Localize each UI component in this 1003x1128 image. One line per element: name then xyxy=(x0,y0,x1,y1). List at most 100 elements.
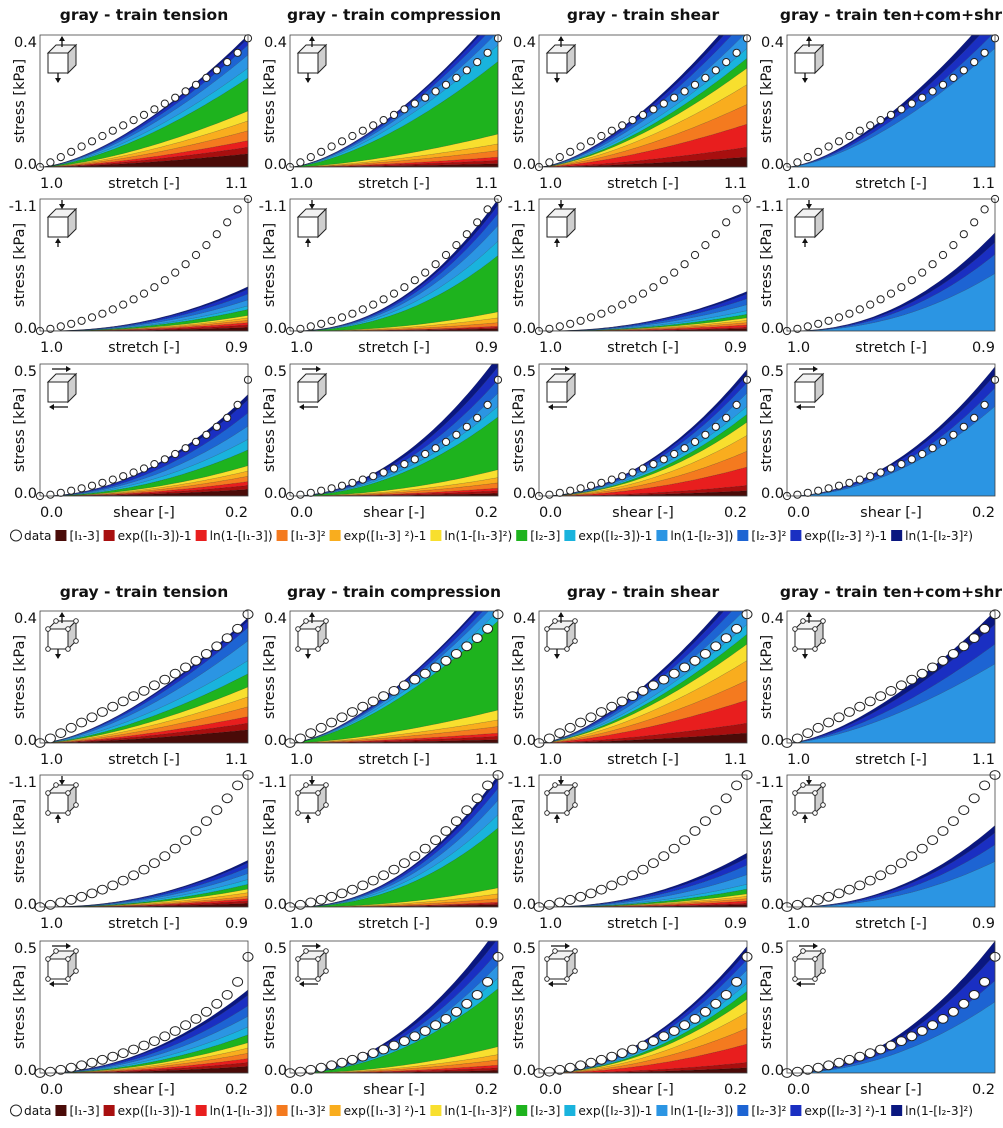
data-point xyxy=(96,1054,108,1065)
area-ln(1-(I2-3)^2) xyxy=(290,199,498,331)
panel-title: gray - train compression xyxy=(287,6,501,24)
data-point xyxy=(450,649,462,659)
x-tick-min: 1.0 xyxy=(290,340,313,356)
data-point xyxy=(947,649,959,659)
legend-label: [I₁-3]² xyxy=(291,529,326,543)
data-point xyxy=(119,300,128,309)
x-tick-max: 0.9 xyxy=(225,916,248,932)
data-point xyxy=(233,48,242,57)
data-point xyxy=(659,276,668,285)
data-point xyxy=(791,1066,803,1077)
data-point xyxy=(731,780,743,791)
data-point xyxy=(637,686,649,696)
area-(I1-3)^2 xyxy=(539,450,747,496)
data-point xyxy=(970,413,979,423)
data-point xyxy=(833,712,845,723)
data-point xyxy=(462,66,471,75)
data-point xyxy=(564,722,576,733)
legend-swatch xyxy=(329,530,341,541)
data-point xyxy=(938,80,948,89)
x-axis-label: stretch [-] xyxy=(855,176,927,192)
data-point xyxy=(958,641,970,652)
x-axis-label: stretch [-] xyxy=(607,340,679,356)
panel-2-tension-tension: 0.4 0.01.0 1.1 stretch [-] stress [kPa] xyxy=(12,609,254,768)
area-I2-3 xyxy=(290,255,498,331)
y-tick-max: -1.1 xyxy=(259,775,287,791)
data-point xyxy=(668,1026,680,1036)
y-tick-min: 0.0 xyxy=(264,321,287,337)
data-point xyxy=(711,230,720,239)
y-tick-max: 0.5 xyxy=(761,941,784,957)
data-point xyxy=(421,268,430,277)
data-point xyxy=(947,1006,959,1017)
data-point xyxy=(586,137,596,146)
data-point xyxy=(834,313,844,322)
x-tick-max: 0.2 xyxy=(724,505,747,521)
data-point xyxy=(555,322,564,331)
data-point xyxy=(680,260,689,269)
area-I1-3 xyxy=(290,739,498,743)
data-point xyxy=(647,858,659,869)
data-point xyxy=(627,691,639,701)
data-point xyxy=(180,662,192,673)
specimen-cube-icon xyxy=(792,612,826,659)
data-point xyxy=(221,793,233,804)
data-point xyxy=(107,1051,119,1062)
data-point xyxy=(65,1062,77,1073)
panel-1-ten+com+shr-shear: 0.5 0.00.0 0.2 shear [-] stress [kPa] xyxy=(759,363,1000,521)
data-point xyxy=(65,722,77,733)
panel-title: gray - train ten+com+shr xyxy=(780,6,1002,24)
panel-1-tension-compression: -1.1 0.01.0 0.9 stretch [-] stress [kPa] xyxy=(9,194,253,356)
y-tick-min: 0.0 xyxy=(264,486,287,502)
area-(I2-3)^2 xyxy=(787,387,995,496)
y-tick-min: 0.0 xyxy=(14,733,37,749)
x-axis-label: stretch [-] xyxy=(358,340,430,356)
x-axis-label: stretch [-] xyxy=(358,916,430,932)
data-point xyxy=(927,835,939,846)
area-ln(1-(I1-3)^2) xyxy=(290,709,498,743)
legend: data [I₁-3] exp([I₁-3])-1 ln(1-[I₁-3]) [I₁-3… xyxy=(10,1104,973,1118)
area-ln(1-(I1-3)^2) xyxy=(539,317,747,331)
legend-label: ln(1-[I₂-3]²) xyxy=(905,529,973,543)
y-axis-label: stress [kPa] xyxy=(12,635,28,719)
data-point xyxy=(180,1020,192,1031)
y-tick-max: 0.5 xyxy=(264,941,287,957)
area-ln(1-(I2-3)) xyxy=(539,611,747,743)
area-ln(1-(I2-3)^2) xyxy=(787,611,995,743)
x-tick-max: 1.1 xyxy=(225,176,248,192)
data-point xyxy=(305,728,317,738)
data-point xyxy=(348,131,357,141)
data-point xyxy=(430,662,442,673)
area-exp((I2-3)^2)-1 xyxy=(290,611,484,743)
data-point xyxy=(357,880,369,891)
legend-swatch xyxy=(564,530,576,541)
data-point xyxy=(812,722,824,733)
legend-swatch xyxy=(737,1105,749,1116)
legend-label: data xyxy=(24,1104,51,1118)
legend-swatch xyxy=(516,530,528,541)
y-axis-label: stress [kPa] xyxy=(262,965,278,1049)
data-point xyxy=(76,891,88,902)
panel-title: gray - train compression xyxy=(287,583,501,601)
data-point xyxy=(834,137,844,146)
data-point xyxy=(232,780,244,791)
y-tick-max: 0.5 xyxy=(513,364,536,380)
data-point xyxy=(866,121,875,130)
data-point xyxy=(690,437,700,447)
data-point xyxy=(233,205,242,214)
data-point xyxy=(699,1006,711,1017)
data-point xyxy=(845,478,854,487)
data-point xyxy=(159,851,171,862)
specimen-cube-icon xyxy=(545,200,577,247)
data-point xyxy=(606,880,618,891)
y-tick-max: 0.4 xyxy=(14,611,37,627)
x-axis-label: stretch [-] xyxy=(108,752,180,768)
data-point xyxy=(46,158,55,167)
x-tick-max: 1.1 xyxy=(972,752,995,768)
data-point xyxy=(938,250,948,260)
data-point xyxy=(658,674,670,685)
area-ln(1-(I2-3)^2) xyxy=(290,611,478,743)
data-point xyxy=(180,835,192,846)
data-point xyxy=(649,105,658,114)
data-point xyxy=(461,998,473,1009)
